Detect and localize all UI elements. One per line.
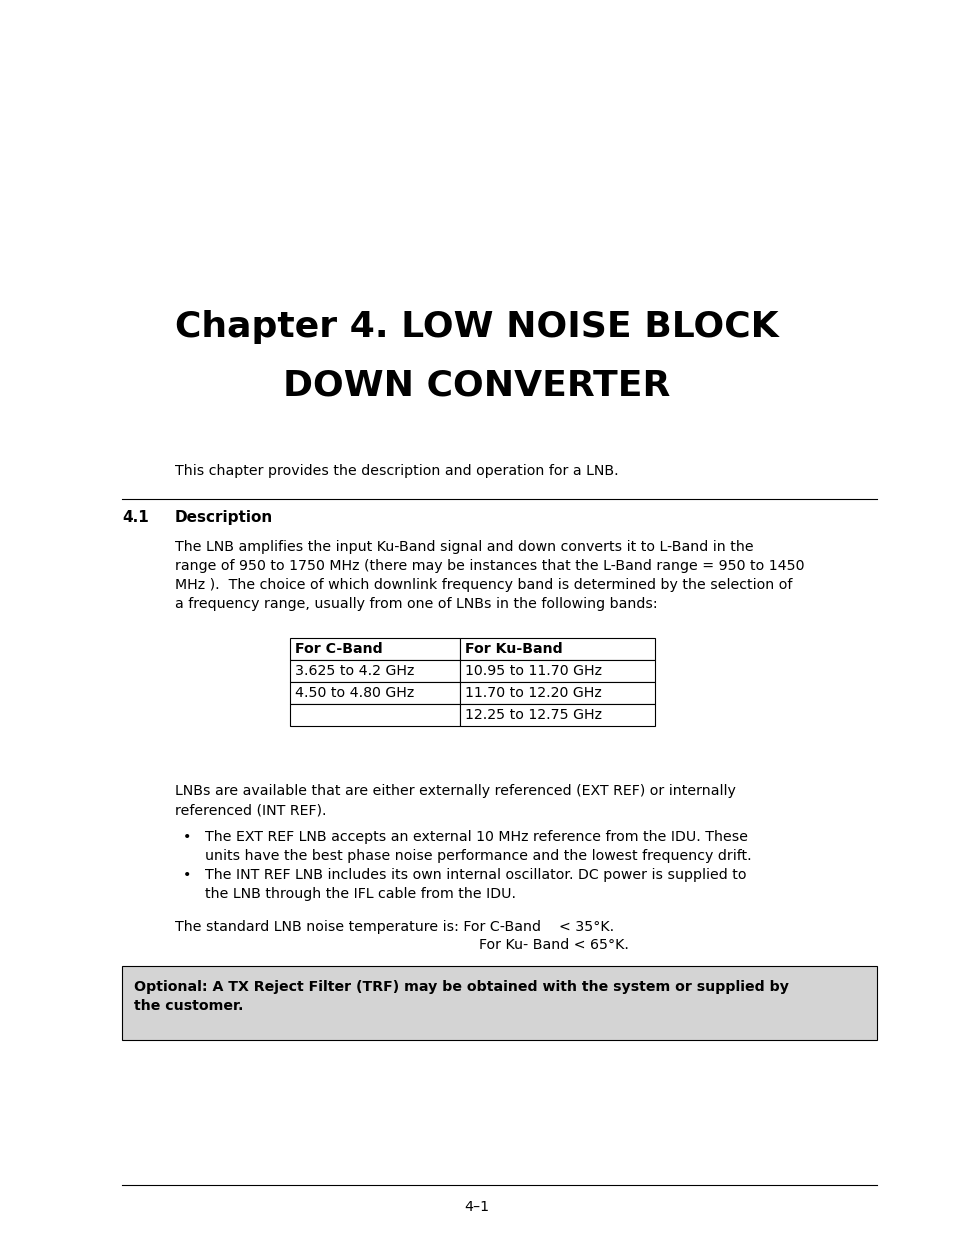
Text: •: • [183,868,191,882]
Text: For Ku- Band < 65°K.: For Ku- Band < 65°K. [478,939,628,952]
Text: a frequency range, usually from one of LNBs in the following bands:: a frequency range, usually from one of L… [174,597,657,611]
Text: Description: Description [174,510,273,525]
Text: The standard LNB noise temperature is: For C-Band    < 35°K.: The standard LNB noise temperature is: F… [174,920,614,934]
Text: units have the best phase noise performance and the lowest frequency drift.: units have the best phase noise performa… [205,848,751,863]
Text: referenced (INT REF).: referenced (INT REF). [174,803,326,818]
Text: 11.70 to 12.20 GHz: 11.70 to 12.20 GHz [464,685,601,700]
Text: 12.25 to 12.75 GHz: 12.25 to 12.75 GHz [464,708,601,722]
Bar [459,659,655,682]
Text: The LNB amplifies the input Ku-Band signal and down converts it to L-Band in the: The LNB amplifies the input Ku-Band sign… [174,540,753,555]
Text: The EXT REF LNB accepts an external 10 MHz reference from the IDU. These: The EXT REF LNB accepts an external 10 M… [205,830,747,844]
Text: DOWN CONVERTER: DOWN CONVERTER [283,368,670,403]
Text: Optional: A TX Reject Filter (TRF) may be obtained with the system or supplied b: Optional: A TX Reject Filter (TRF) may b… [133,981,788,994]
Bar [122,966,876,1040]
Text: For C-Band: For C-Band [294,642,382,656]
Bar [459,704,655,726]
Text: 4.1: 4.1 [122,510,149,525]
Bar [290,682,459,704]
Text: 4.50 to 4.80 GHz: 4.50 to 4.80 GHz [294,685,414,700]
Text: This chapter provides the description and operation for a LNB.: This chapter provides the description an… [174,464,618,478]
Text: LNBs are available that are either externally referenced (EXT REF) or internally: LNBs are available that are either exter… [174,784,735,798]
Text: MHz ).  The choice of which downlink frequency band is determined by the selecti: MHz ). The choice of which downlink freq… [174,578,792,592]
Text: range of 950 to 1750 MHz (there may be instances that the L-Band range = 950 to : range of 950 to 1750 MHz (there may be i… [174,559,803,573]
Bar [290,638,459,659]
Text: 3.625 to 4.2 GHz: 3.625 to 4.2 GHz [294,664,414,678]
Text: 10.95 to 11.70 GHz: 10.95 to 11.70 GHz [464,664,601,678]
Bar [290,704,459,726]
Text: the customer.: the customer. [133,999,243,1013]
Bar [459,682,655,704]
Text: the LNB through the IFL cable from the IDU.: the LNB through the IFL cable from the I… [205,887,516,902]
Bar [459,638,655,659]
Text: 4–1: 4–1 [464,1200,489,1214]
Text: For Ku-Band: For Ku-Band [464,642,562,656]
Text: The INT REF LNB includes its own internal oscillator. DC power is supplied to: The INT REF LNB includes its own interna… [205,868,745,882]
Text: •: • [183,830,191,844]
Text: Chapter 4. LOW NOISE BLOCK: Chapter 4. LOW NOISE BLOCK [175,310,778,345]
Bar [290,659,459,682]
